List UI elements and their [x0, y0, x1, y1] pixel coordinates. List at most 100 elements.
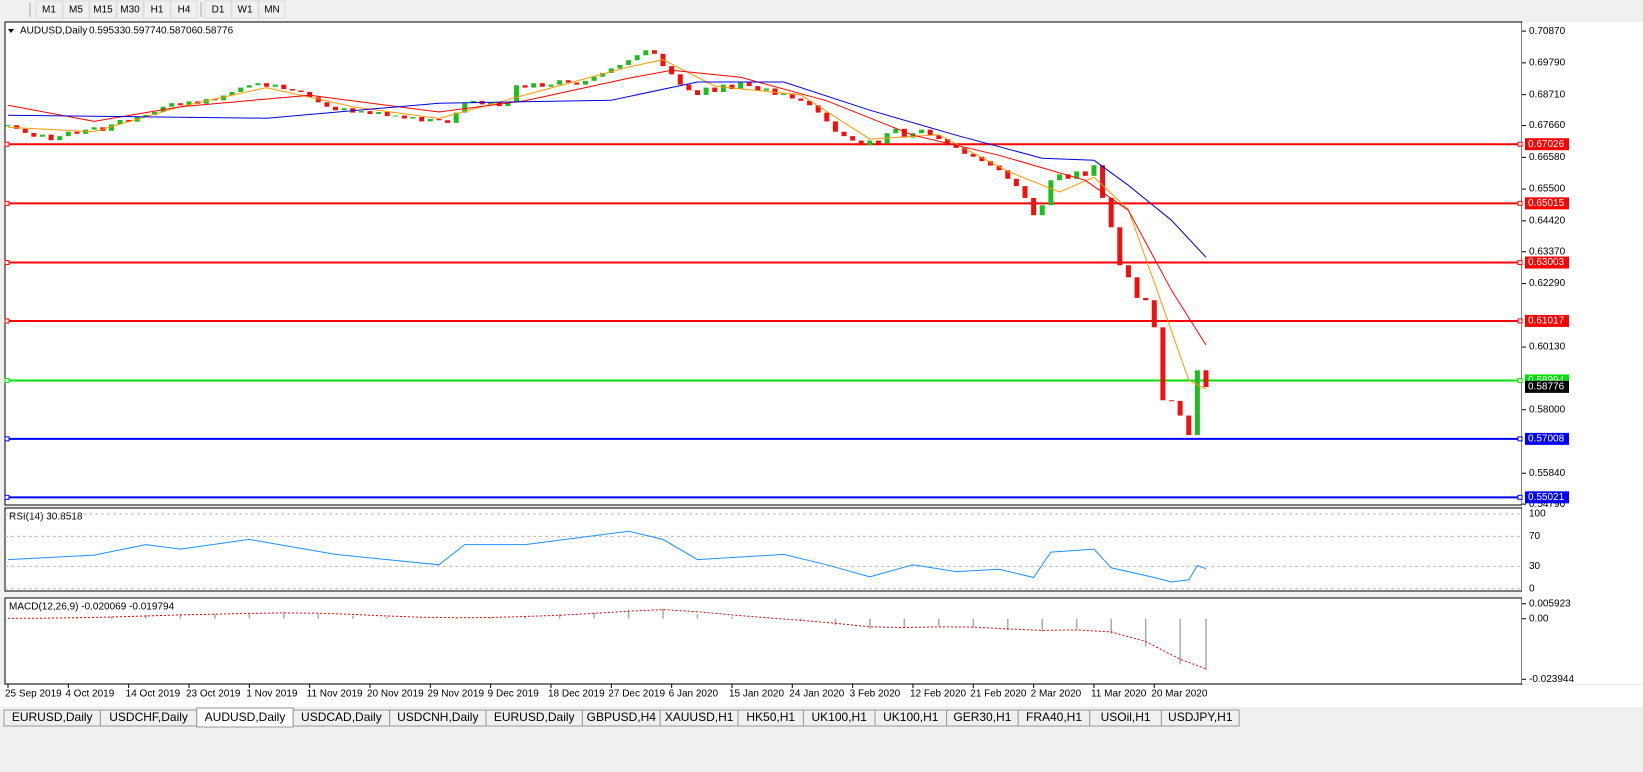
timeframe-button[interactable] — [231, 0, 259, 19]
candle — [1065, 174, 1071, 179]
tab-label[interactable]: USDCHF,Daily — [109, 710, 188, 724]
candle — [177, 103, 183, 106]
candle — [1074, 171, 1080, 179]
y-tick-label: 0.67660 — [1529, 120, 1566, 131]
level-handle — [1517, 318, 1523, 324]
candle — [229, 92, 235, 96]
candle — [212, 99, 218, 101]
candle — [470, 100, 476, 104]
y-tick-label: 0.64420 — [1529, 215, 1566, 226]
x-tick-label: 3 Feb 2020 — [850, 689, 901, 700]
timeframe-label[interactable]: M5 — [69, 5, 83, 16]
timeframe-button[interactable] — [170, 0, 198, 19]
timeframe-button[interactable] — [204, 0, 232, 19]
candle — [108, 124, 114, 131]
candle — [875, 140, 881, 144]
candle — [410, 117, 416, 119]
candle — [117, 119, 123, 125]
tab-label[interactable]: XAUUSD,H1 — [665, 710, 734, 724]
candle — [358, 111, 364, 113]
tab-label[interactable]: AUDUSD,Daily — [205, 710, 286, 724]
level-label-box — [1525, 314, 1569, 327]
tab-label[interactable]: EURUSD,Daily — [12, 710, 93, 724]
tab-label[interactable]: USDCAD,Daily — [301, 710, 382, 724]
x-tick-label: 20 Mar 2020 — [1151, 689, 1208, 700]
toolbar — [0, 0, 1643, 20]
candle — [988, 161, 994, 166]
tab[interactable] — [1160, 709, 1240, 727]
candle — [246, 85, 252, 88]
level-handle — [4, 436, 10, 442]
tab-label[interactable]: USDJPY,H1 — [1168, 710, 1233, 724]
candle — [5, 125, 11, 127]
price-label: 0.58776 — [1528, 382, 1565, 393]
ohlc-value: 0.58776 — [197, 26, 234, 37]
candle — [824, 112, 830, 122]
tab-label[interactable]: USOil,H1 — [1101, 710, 1151, 724]
timeframe-button[interactable] — [143, 0, 171, 19]
timeframe-label[interactable]: M30 — [120, 5, 140, 16]
y-tick-label: 0.68710 — [1529, 89, 1566, 100]
candle — [686, 84, 692, 91]
tab-label[interactable]: USDCNH,Daily — [397, 710, 478, 724]
level-handle — [4, 141, 10, 147]
candle — [850, 136, 856, 141]
level-label: 0.58994 — [1528, 375, 1565, 386]
macd-tick-label: 0.00 — [1529, 613, 1549, 624]
timeframe-label[interactable]: H4 — [178, 5, 191, 16]
timeframe-button[interactable] — [35, 0, 63, 19]
candle — [281, 84, 287, 90]
timeframe-label[interactable]: D1 — [212, 5, 225, 16]
candle — [393, 115, 399, 117]
candle — [1031, 197, 1037, 216]
candle — [772, 88, 778, 95]
y-tick-label: 0.60130 — [1529, 342, 1566, 353]
candle — [608, 68, 614, 73]
timeframe-label[interactable]: W1 — [238, 5, 253, 16]
candle — [591, 76, 597, 81]
candle — [996, 165, 1002, 171]
candle — [436, 119, 442, 121]
candle — [1117, 227, 1123, 266]
tab-label[interactable]: EURUSD,Daily — [494, 710, 575, 724]
tab-label[interactable]: HK50,H1 — [746, 710, 795, 724]
candle — [367, 111, 373, 115]
timeframe-button[interactable] — [116, 0, 144, 19]
candle — [841, 131, 847, 137]
level-label: 0.61017 — [1528, 316, 1565, 327]
timeframe-button[interactable] — [62, 0, 90, 19]
timeframe-label[interactable]: H1 — [151, 5, 164, 16]
price-axis — [1522, 22, 1643, 684]
timeframe-label[interactable]: M1 — [42, 5, 56, 16]
tab-label[interactable]: GBPUSD,H4 — [587, 710, 657, 724]
x-tick-label: 29 Nov 2019 — [427, 689, 484, 700]
timeframe-button[interactable] — [258, 0, 286, 19]
y-tick-label: 0.65500 — [1529, 184, 1566, 195]
candle — [901, 128, 907, 138]
level-label: 0.67026 — [1528, 139, 1565, 150]
rsi-tick-label: 70 — [1529, 531, 1541, 542]
candle — [307, 92, 313, 98]
timeframe-button[interactable] — [89, 0, 117, 19]
timeframe-label[interactable]: M15 — [93, 5, 113, 16]
candle — [488, 102, 494, 105]
tab-label[interactable]: UK100,H1 — [812, 710, 868, 724]
tab-label[interactable]: FRA40,H1 — [1026, 710, 1082, 724]
candle — [815, 105, 821, 113]
x-tick-label: 20 Nov 2019 — [367, 689, 424, 700]
level-handle — [1517, 436, 1523, 442]
candle — [453, 112, 459, 123]
tab-label[interactable]: GER30,H1 — [953, 710, 1011, 724]
candle — [712, 87, 718, 93]
candle — [548, 84, 554, 87]
timeframe-label[interactable]: MN — [264, 5, 280, 16]
candle — [186, 101, 192, 106]
tab-label[interactable]: UK100,H1 — [883, 710, 939, 724]
rsi-panel — [4, 507, 1523, 592]
candle — [944, 139, 950, 144]
moving-average — [7, 81, 1207, 258]
candle — [14, 125, 20, 129]
y-tick-label: 0.58000 — [1529, 404, 1566, 415]
rsi-title: RSI(14) 30.8518 — [9, 512, 83, 523]
y-tick-label: 0.62290 — [1529, 278, 1566, 289]
